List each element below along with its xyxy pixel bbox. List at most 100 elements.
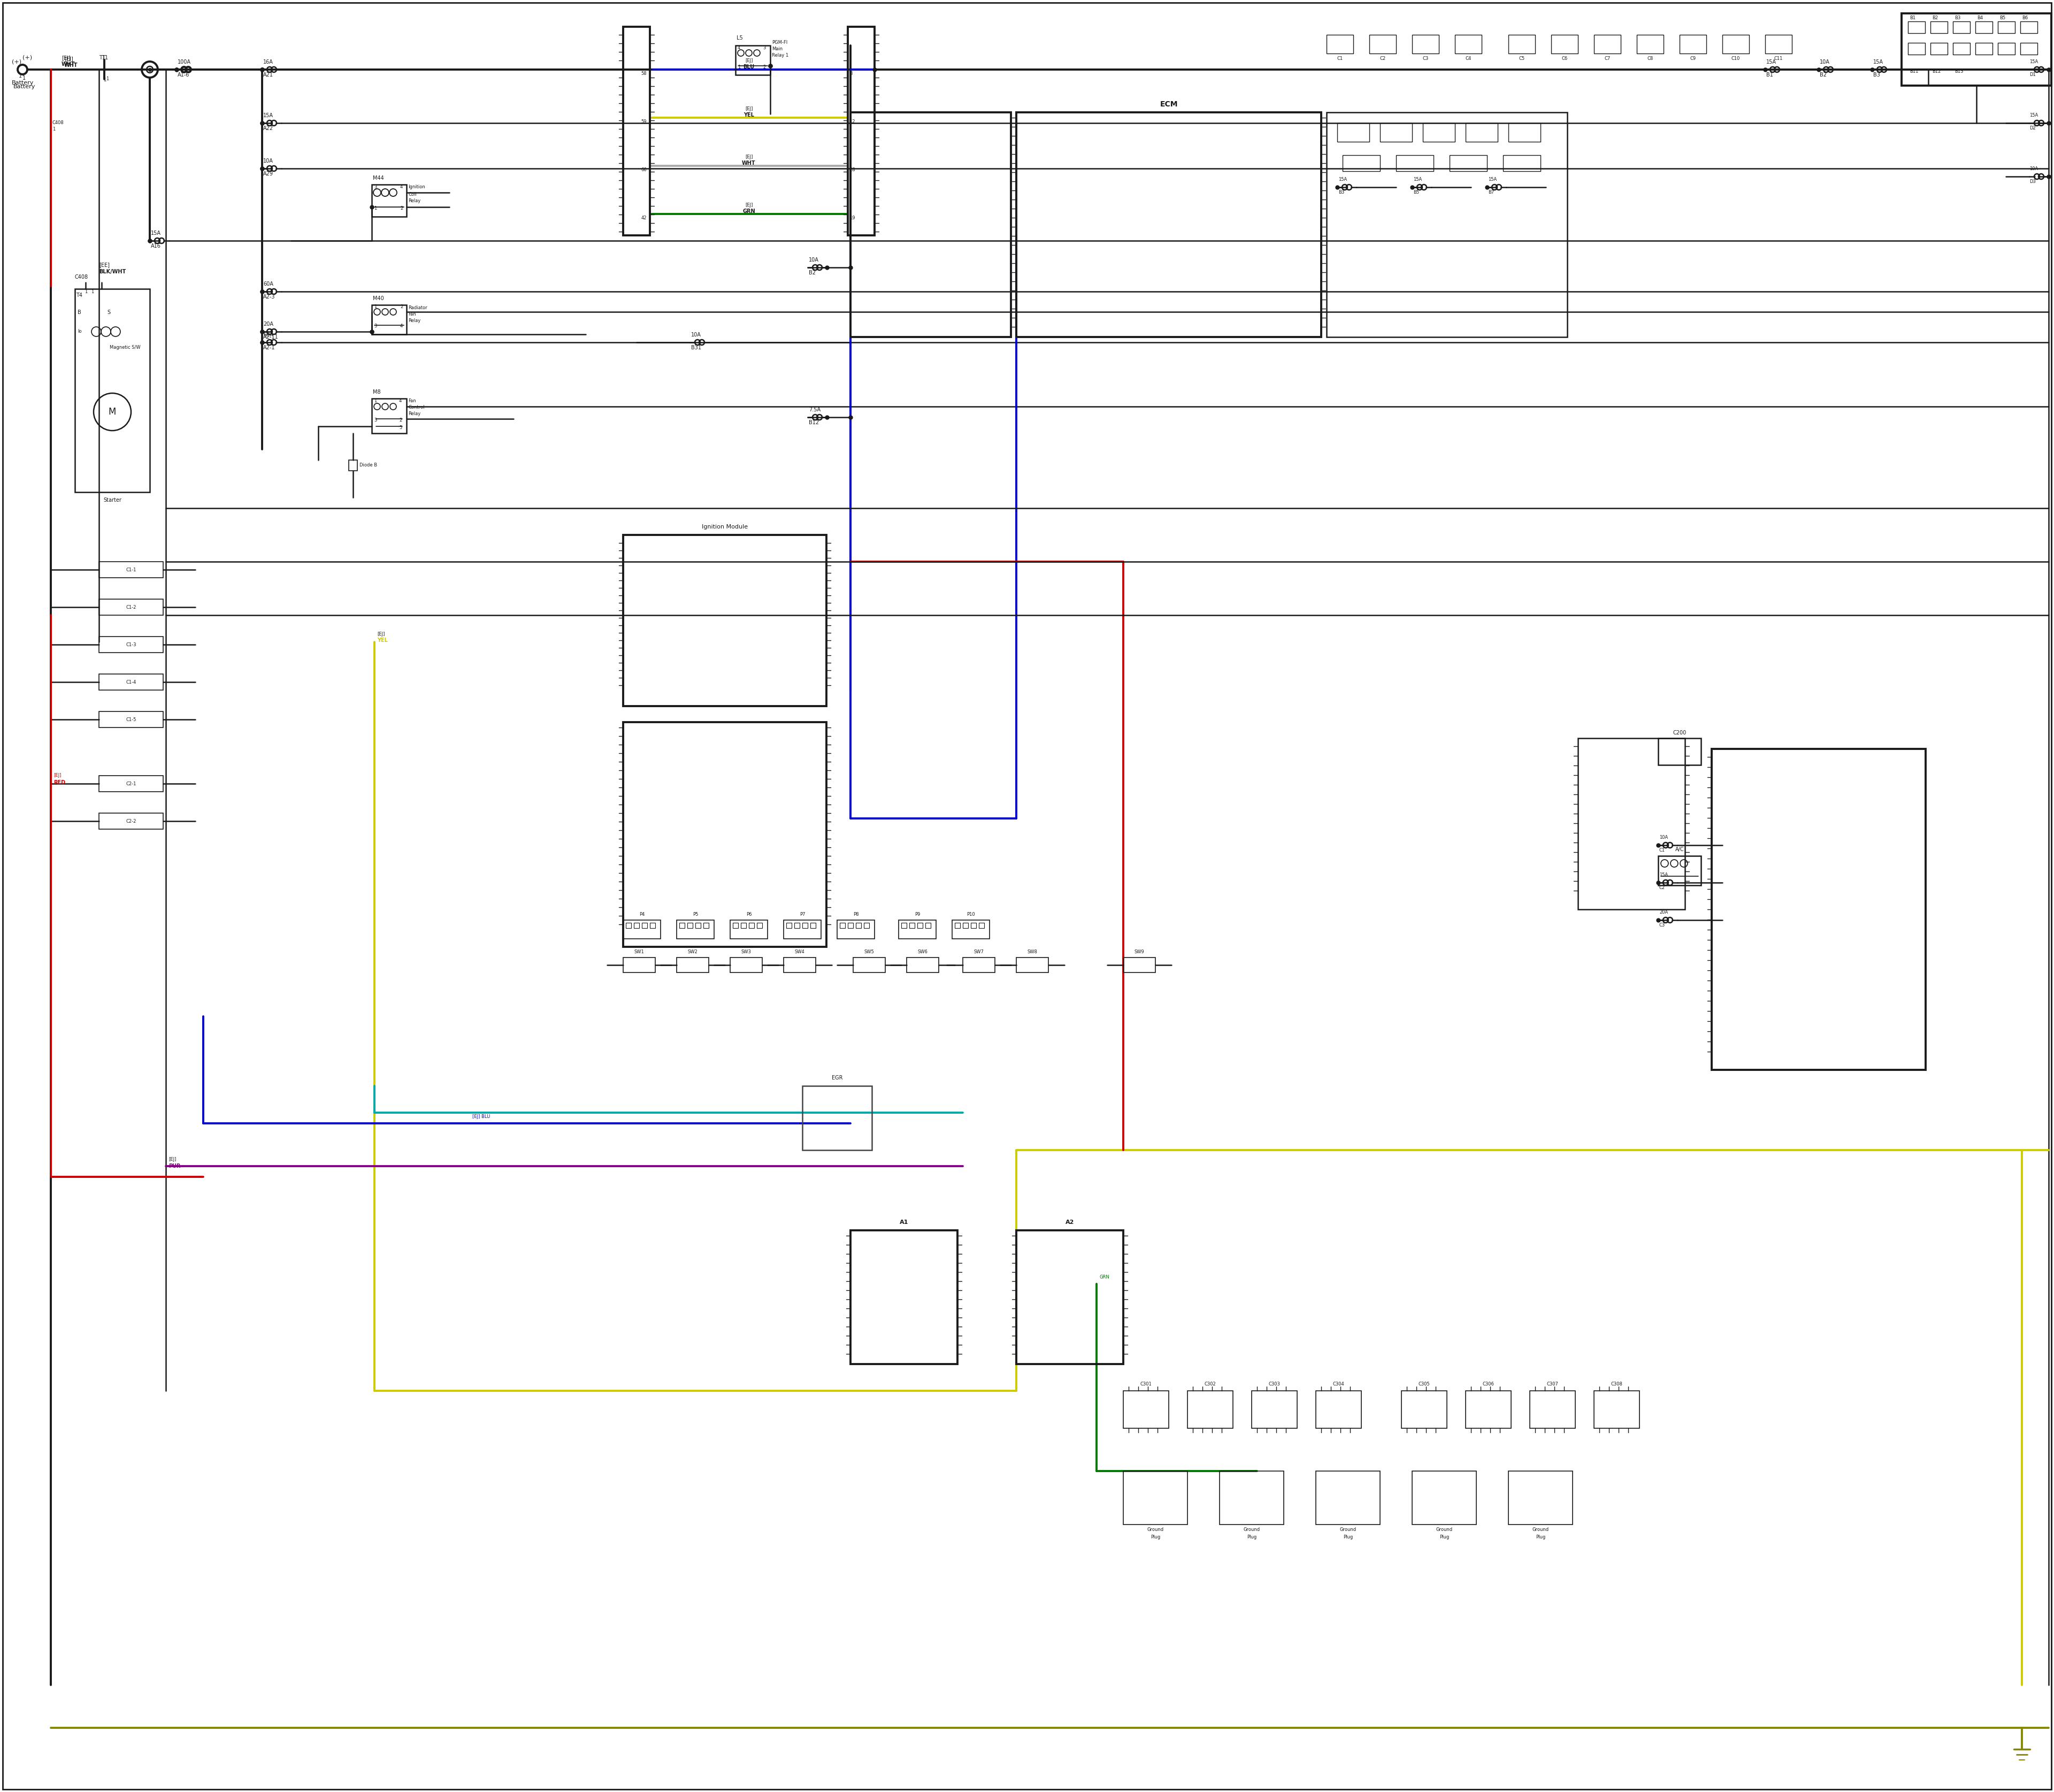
Text: B2: B2 — [809, 271, 815, 276]
Text: 15A: 15A — [263, 113, 273, 118]
Bar — [1530, 1391, 1575, 1428]
Bar — [1187, 1391, 1232, 1428]
Bar — [850, 1231, 957, 1364]
Text: Plug: Plug — [1440, 1536, 1450, 1539]
Bar — [1723, 34, 1750, 54]
Bar — [649, 923, 655, 928]
Text: PUR: PUR — [168, 1163, 181, 1168]
Text: C8: C8 — [1647, 56, 1653, 61]
Bar — [1380, 124, 1413, 142]
Text: C305: C305 — [1417, 1382, 1430, 1387]
Bar — [676, 957, 709, 973]
Bar — [99, 674, 162, 690]
Text: Battery: Battery — [14, 84, 35, 90]
Text: Ground: Ground — [1339, 1527, 1356, 1532]
Bar — [1017, 113, 1321, 337]
Bar — [750, 923, 754, 928]
Text: 15A: 15A — [1487, 177, 1497, 183]
Text: P9: P9 — [914, 912, 920, 918]
Text: Fan: Fan — [409, 400, 417, 403]
Text: P4: P4 — [639, 912, 645, 918]
Text: 1: 1 — [84, 290, 88, 294]
Bar — [99, 599, 162, 615]
Bar — [902, 923, 906, 928]
Text: Plug: Plug — [1536, 1536, 1545, 1539]
Text: C9: C9 — [1690, 56, 1697, 61]
Text: B5: B5 — [1999, 16, 2005, 20]
Text: PGM-FI: PGM-FI — [772, 41, 787, 45]
Bar — [1908, 43, 1925, 54]
Text: Radiator: Radiator — [409, 305, 427, 310]
Text: C307: C307 — [1547, 1382, 1559, 1387]
Text: P10: P10 — [967, 912, 976, 918]
Text: Main: Main — [772, 47, 783, 52]
Bar — [729, 919, 768, 939]
Bar — [1976, 43, 1992, 54]
Text: Plug: Plug — [1247, 1536, 1257, 1539]
Text: BLU: BLU — [744, 65, 754, 70]
Text: C308: C308 — [1610, 1382, 1623, 1387]
Text: Starter: Starter — [103, 498, 121, 504]
Bar — [1764, 34, 1791, 54]
Text: A2-3: A2-3 — [263, 294, 275, 299]
Bar — [372, 305, 407, 335]
Bar — [926, 923, 930, 928]
Text: [EJ]: [EJ] — [746, 154, 752, 159]
Text: [EJ]: [EJ] — [746, 202, 752, 208]
Text: 4: 4 — [401, 185, 403, 190]
Text: T4: T4 — [76, 292, 82, 297]
Text: [EJ] BLU: [EJ] BLU — [472, 1115, 491, 1120]
Bar — [1251, 1391, 1298, 1428]
Bar — [1413, 1471, 1477, 1525]
Bar — [1317, 1471, 1380, 1525]
Text: SW3: SW3 — [741, 950, 752, 955]
Bar — [1637, 34, 1664, 54]
Bar — [787, 923, 791, 928]
Text: 15A: 15A — [1413, 177, 1421, 183]
Bar — [848, 923, 852, 928]
Text: B31: B31 — [690, 346, 700, 351]
Text: (+): (+) — [12, 59, 21, 65]
Bar — [622, 27, 649, 235]
Text: A1: A1 — [900, 1220, 908, 1226]
Bar — [1999, 22, 2015, 34]
Text: B2: B2 — [1933, 16, 1939, 20]
Text: 10A: 10A — [263, 158, 273, 163]
Bar — [838, 919, 875, 939]
Bar — [1508, 124, 1540, 142]
Text: B4: B4 — [1976, 16, 1982, 20]
Bar — [953, 919, 990, 939]
Text: P7: P7 — [799, 912, 805, 918]
Text: [EJ]: [EJ] — [746, 108, 752, 111]
Text: C301: C301 — [1140, 1382, 1152, 1387]
Text: 7.5A: 7.5A — [809, 407, 822, 412]
Text: SW8: SW8 — [1027, 950, 1037, 955]
Text: C304: C304 — [1333, 1382, 1343, 1387]
Bar — [1124, 1471, 1187, 1525]
Text: C1-5: C1-5 — [125, 717, 136, 722]
Text: YEL: YEL — [744, 113, 754, 118]
Text: Magnetic S/W: Magnetic S/W — [109, 346, 140, 349]
Text: C408: C408 — [74, 274, 88, 280]
Text: A/C: A/C — [1676, 848, 1684, 853]
Text: B13: B13 — [1955, 68, 1964, 73]
Text: Ground: Ground — [1532, 1527, 1549, 1532]
Text: B6: B6 — [2021, 16, 2027, 20]
Text: 1: 1 — [107, 77, 109, 82]
Bar — [735, 45, 770, 75]
Bar — [1454, 34, 1481, 54]
Text: [EI]: [EI] — [64, 56, 74, 61]
Text: M8: M8 — [374, 389, 380, 394]
Text: 3: 3 — [374, 418, 376, 423]
Bar — [702, 923, 709, 928]
Text: P8: P8 — [852, 912, 859, 918]
Text: C200: C200 — [1672, 729, 1686, 735]
Text: D3: D3 — [2029, 179, 2036, 185]
Text: T1: T1 — [99, 56, 105, 61]
Text: 2: 2 — [401, 305, 403, 308]
Bar — [1327, 34, 1354, 54]
Text: A21: A21 — [263, 72, 273, 77]
Bar — [1017, 957, 1048, 973]
Bar — [1551, 34, 1577, 54]
Text: 2: 2 — [401, 206, 403, 210]
